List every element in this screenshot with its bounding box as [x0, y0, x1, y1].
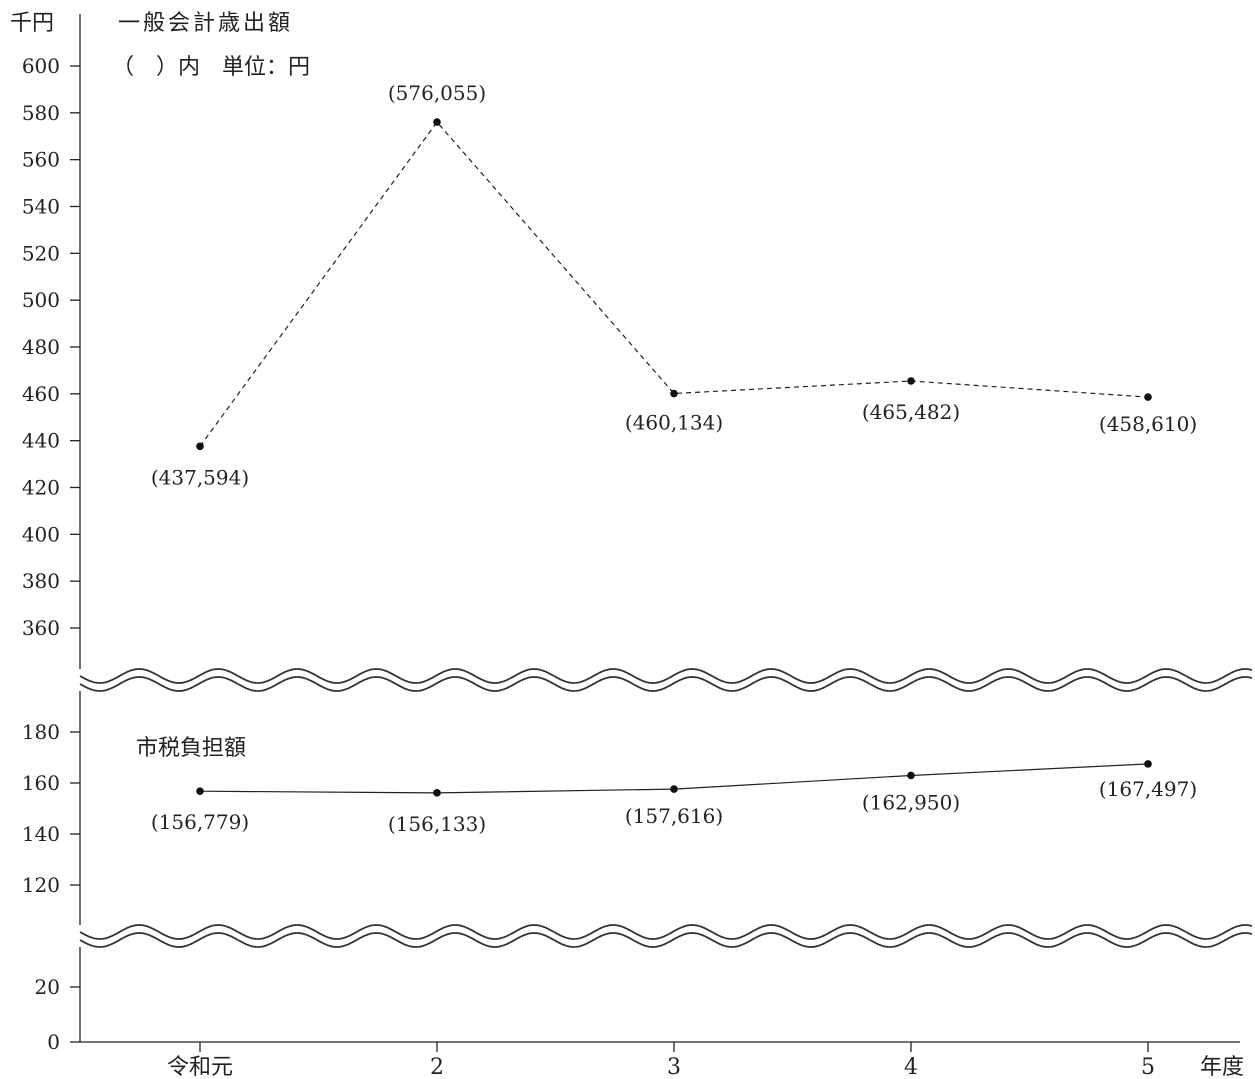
x-tick-label: 令和元: [167, 1055, 233, 1079]
y-unit-label: 千円: [10, 11, 54, 36]
series-0-point: [433, 118, 441, 126]
chart-note: （ ）内 単位：円: [112, 55, 310, 80]
series-1-point: [196, 787, 204, 796]
series-0-data-label: (465,482): [862, 400, 960, 424]
series-1-data-label: (167,497): [1099, 777, 1197, 801]
series-name-tax-burden: 市税負担額: [136, 736, 246, 761]
series-0-point: [907, 377, 915, 385]
series-0-data-label: (437,594): [151, 465, 249, 489]
series-0-point: [1144, 393, 1152, 401]
axis-break-wave: [79, 932, 1253, 948]
series-0-point: [196, 442, 204, 451]
x-tick-label: 5: [1141, 1055, 1155, 1079]
series-1-point: [1144, 760, 1152, 768]
axis-breaks: [68, 668, 1255, 948]
x-tick-label: 2: [430, 1055, 444, 1079]
x-ticks: 令和元 2 3 4 5: [167, 1042, 1155, 1079]
series-1-data-label: (156,779): [151, 810, 249, 834]
y-tick-label: 160: [22, 771, 60, 795]
y-tick-label: 480: [22, 335, 60, 359]
series-1-point: [907, 771, 915, 780]
x-unit-label: 年度: [1200, 1055, 1244, 1079]
y-tick-label: 140: [22, 822, 60, 846]
axis-break-wave: [79, 924, 1253, 940]
axis-break-mask: [68, 669, 1255, 691]
series-1-data-label: (162,950): [862, 790, 960, 814]
y-tick-label: 360: [22, 616, 60, 640]
series-1-data-label: (157,616): [625, 804, 723, 828]
series-0-data-label: (458,610): [1099, 412, 1197, 436]
series-0-line: [199, 121, 1149, 447]
series-0-data-label: (460,134): [625, 411, 723, 435]
y-tick-label: 560: [22, 148, 60, 172]
series-1-point: [433, 789, 441, 797]
axis-break-wave: [79, 668, 1253, 684]
x-tick-label: 3: [667, 1055, 681, 1079]
y-tick-label: 420: [22, 476, 60, 500]
y-tick-label: 400: [22, 522, 60, 546]
y-tick-label: 180: [22, 720, 60, 744]
y-ticks: 0 20 120 140 160 180 360 380 400 420 440 460 480 500 5…: [22, 54, 80, 1054]
y-tick-label: 520: [22, 241, 60, 265]
y-tick-label: 540: [22, 195, 60, 219]
series-layer: (437,594) (576,055) (460,134) (465,482) (458…: [151, 81, 1197, 836]
y-tick-label: 580: [22, 101, 60, 125]
axis-break-mask: [68, 925, 1255, 947]
series-1-data-label: (156,133): [388, 812, 486, 836]
y-tick-label: 600: [22, 54, 60, 78]
y-tick-label: 20: [35, 975, 60, 999]
axis-break-wave: [79, 676, 1253, 692]
y-tick-label: 500: [22, 288, 60, 312]
x-tick-label: 4: [904, 1055, 918, 1079]
chart-title: 一般会計歳出額: [118, 11, 293, 36]
y-tick-label: 0: [47, 1030, 60, 1054]
y-tick-label: 440: [22, 429, 60, 453]
y-tick-label: 380: [22, 569, 60, 593]
y-tick-label: 120: [22, 873, 60, 897]
series-1-point: [670, 785, 678, 793]
y-tick-label: 460: [22, 382, 60, 406]
series-0-data-label: (576,055): [388, 81, 486, 105]
series-0-point: [670, 389, 678, 398]
